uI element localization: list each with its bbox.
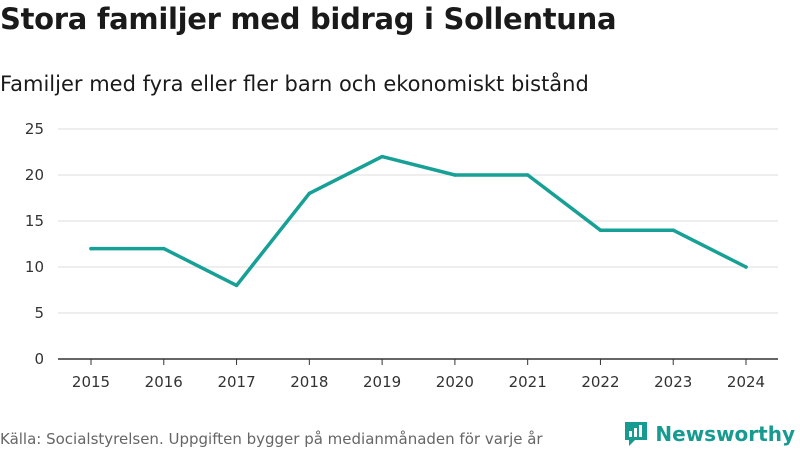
data-point	[598, 228, 603, 232]
chart-subtitle: Familjer med fyra eller fler barn och ek…	[0, 72, 589, 96]
x-axis: 2015 2016 2017 2018 2019 2020 2021 2022 2023 2024	[58, 358, 778, 391]
x-tick-label: 2019	[363, 373, 401, 391]
chart-title: Stora familjer med bidrag i Sollentuna	[0, 2, 617, 36]
newsworthy-logo-icon	[625, 422, 648, 446]
data-series	[89, 154, 748, 288]
y-tick-label: 25	[25, 120, 44, 138]
data-point	[89, 246, 93, 251]
brand-logo: Newsworthy	[623, 420, 795, 448]
brand-name: Newsworthy	[655, 422, 795, 446]
data-point	[744, 265, 748, 269]
source-note: Källa: Socialstyrelsen. Uppgiften bygger…	[0, 430, 543, 448]
data-point	[380, 154, 384, 159]
y-tick-label: 10	[25, 258, 44, 276]
y-tick-label: 15	[25, 212, 44, 230]
series-line	[89, 154, 748, 288]
data-point	[525, 173, 530, 177]
y-tick-label: 0	[34, 350, 44, 368]
y-axis-labels: 0 5 10 15 20 25	[25, 120, 44, 368]
data-point	[307, 191, 312, 196]
x-tick-label: 2024	[727, 373, 765, 391]
data-point	[453, 173, 457, 177]
x-tick-label: 2018	[290, 373, 328, 391]
grid-lines	[58, 128, 778, 314]
y-tick-label: 20	[25, 166, 44, 184]
x-tick-label: 2021	[509, 373, 547, 391]
x-tick-label: 2023	[654, 373, 692, 391]
data-point	[162, 246, 166, 251]
data-point	[234, 283, 239, 288]
x-tick-label: 2020	[436, 373, 474, 391]
x-tick-label: 2022	[581, 373, 619, 391]
x-tick-label: 2016	[145, 373, 183, 391]
x-tick-label: 2017	[217, 373, 255, 391]
y-tick-label: 5	[34, 304, 44, 322]
x-tick-label: 2015	[72, 373, 110, 391]
data-point	[671, 228, 675, 232]
